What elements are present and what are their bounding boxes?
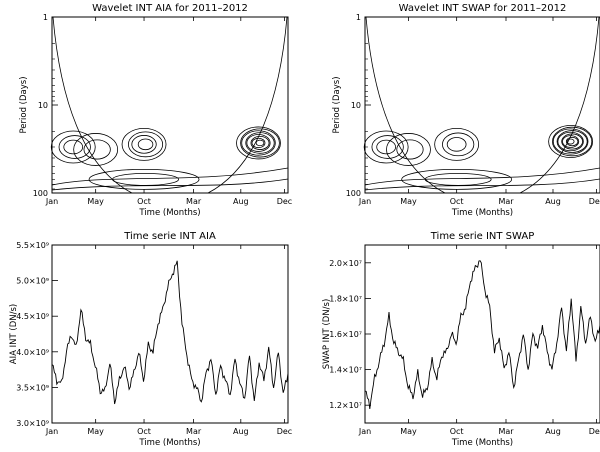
- x-tick-label: May: [87, 427, 104, 436]
- contour-line: [565, 136, 579, 147]
- y-tick-label: 1: [356, 13, 361, 22]
- y-tick-label: 10: [38, 101, 48, 110]
- y-tick-label: 1.4×10⁷: [329, 366, 362, 375]
- contour-line: [562, 135, 580, 148]
- series-line-3: [364, 260, 600, 410]
- plot-frame-0: [51, 16, 289, 194]
- x-tick-label: Aug: [545, 427, 561, 436]
- x-tick-label: Mar: [498, 197, 514, 206]
- contour-line: [73, 133, 119, 166]
- x-tick-label: Aug: [545, 197, 561, 206]
- contour-line: [137, 138, 154, 151]
- contour-line: [401, 168, 513, 190]
- x-tick-label: Dec: [277, 197, 292, 206]
- x-tick-label: Dec: [589, 197, 600, 206]
- y-axis-label-3: SWAP INT (DN/s): [322, 299, 332, 370]
- y-tick-label: 5.0×10⁹: [16, 277, 49, 286]
- contour-line: [561, 133, 583, 150]
- x-tick-label: Jan: [358, 197, 371, 206]
- y-tick-label: 2.0×10⁷: [329, 259, 362, 268]
- y-tick-label: 4.5×10⁹: [16, 312, 49, 321]
- contour-line: [396, 139, 424, 160]
- y-tick-label: 10: [351, 101, 361, 110]
- contour-line: [556, 130, 588, 153]
- contour-line: [255, 139, 265, 147]
- chart-title-3: Time serie INT SWAP: [430, 231, 535, 242]
- x-tick-label: Oct: [137, 427, 151, 436]
- contour-line: [566, 138, 575, 145]
- x-axis-label-2: Time (Months): [138, 438, 200, 448]
- x-tick-label: Mar: [186, 427, 202, 436]
- contour-line: [83, 139, 111, 160]
- x-tick-label: Jan: [358, 427, 371, 436]
- contour-band-0: [51, 167, 289, 191]
- y-tick-label: 1: [43, 13, 48, 22]
- x-axis-label-3: Time (Months): [451, 438, 513, 448]
- contour-line: [434, 127, 480, 161]
- contour-line: [121, 127, 167, 161]
- x-tick-label: Mar: [186, 197, 202, 206]
- y-tick-label: 3.5×10⁹: [16, 383, 49, 392]
- contour-line: [442, 132, 475, 157]
- x-tick-label: Dec: [589, 427, 600, 436]
- x-tick-label: Oct: [137, 197, 151, 206]
- y-tick-label: 5.5×10⁹: [16, 241, 49, 250]
- x-tick-label: May: [87, 197, 104, 206]
- y-tick-label: 4.0×10⁹: [16, 348, 49, 357]
- contour-line: [363, 130, 409, 164]
- y-tick-label: 100: [346, 189, 361, 198]
- y-axis-label-2: AIA INT (DN/s): [9, 304, 19, 364]
- x-axis-label-0: Time (Months): [138, 208, 200, 218]
- x-tick-label: Mar: [498, 427, 514, 436]
- contour-line: [552, 128, 589, 155]
- chart-title-1: Wavelet INT SWAP for 2011–2012: [399, 3, 567, 14]
- x-tick-label: Oct: [450, 197, 464, 206]
- contour-line: [376, 139, 396, 155]
- x-tick-label: Jan: [45, 427, 58, 436]
- series-line-2: [51, 260, 289, 405]
- y-tick-label: 3.0×10⁹: [16, 419, 49, 428]
- contour-line: [548, 125, 594, 158]
- contour-line: [557, 131, 584, 152]
- contour-line: [128, 131, 164, 158]
- contour-line: [240, 128, 280, 158]
- contour-line: [386, 133, 431, 166]
- x-tick-label: Aug: [233, 427, 249, 436]
- plot-frame-2: [51, 244, 289, 424]
- y-tick-label: 1.8×10⁷: [329, 294, 362, 303]
- contour-line: [250, 135, 270, 150]
- contour-line: [88, 168, 200, 190]
- contour-line: [63, 139, 84, 155]
- x-tick-label: May: [400, 427, 417, 436]
- contour-line: [241, 130, 276, 156]
- contour-line: [552, 126, 593, 157]
- y-axis-label-0: Period (Days): [19, 76, 29, 133]
- x-tick-label: Dec: [277, 427, 292, 436]
- contour-line: [58, 135, 91, 159]
- x-axis-label-1: Time (Months): [451, 208, 513, 218]
- cone-of-influence-0: [52, 16, 288, 194]
- x-tick-label: Jan: [45, 197, 58, 206]
- contour-line: [246, 134, 271, 152]
- y-axis-label-1: Period (Days): [332, 76, 342, 133]
- contour-line: [236, 126, 281, 160]
- plot-frame-1: [364, 16, 600, 194]
- x-tick-label: May: [400, 197, 417, 206]
- contour-line: [131, 135, 157, 154]
- cone-of-influence-1: [365, 16, 600, 194]
- contour-line: [251, 137, 266, 149]
- chart-title-2: Time serie INT AIA: [123, 231, 216, 242]
- contour-line: [50, 130, 96, 164]
- y-tick-label: 1.6×10⁷: [329, 330, 362, 339]
- x-tick-label: Aug: [233, 197, 249, 206]
- contour-line: [371, 135, 404, 159]
- contour-line: [245, 132, 275, 154]
- y-tick-label: 1.2×10⁷: [329, 401, 362, 410]
- contour-line: [446, 137, 467, 152]
- contour-band-1: [364, 167, 600, 191]
- chart-title-0: Wavelet INT AIA for 2011–2012: [92, 3, 248, 14]
- x-tick-label: Oct: [450, 427, 464, 436]
- y-tick-label: 100: [33, 189, 48, 198]
